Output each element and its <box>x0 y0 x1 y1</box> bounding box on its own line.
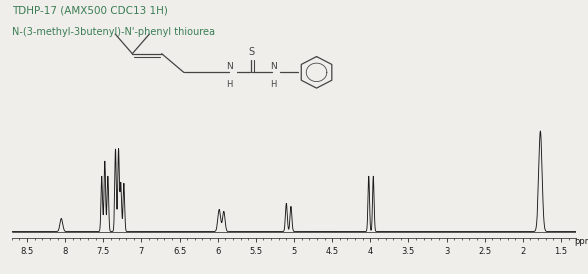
Text: S: S <box>249 47 255 56</box>
Text: H: H <box>270 80 276 89</box>
Text: ppm: ppm <box>574 238 588 247</box>
Text: N: N <box>226 62 233 71</box>
Text: TDHP-17 (AMX500 CDC13 1H): TDHP-17 (AMX500 CDC13 1H) <box>12 5 168 15</box>
Text: N: N <box>270 62 276 71</box>
Text: H: H <box>226 80 233 89</box>
Text: N-(3-methyl-3butenyl)-N'-phenyl thiourea: N-(3-methyl-3butenyl)-N'-phenyl thiourea <box>12 27 215 37</box>
